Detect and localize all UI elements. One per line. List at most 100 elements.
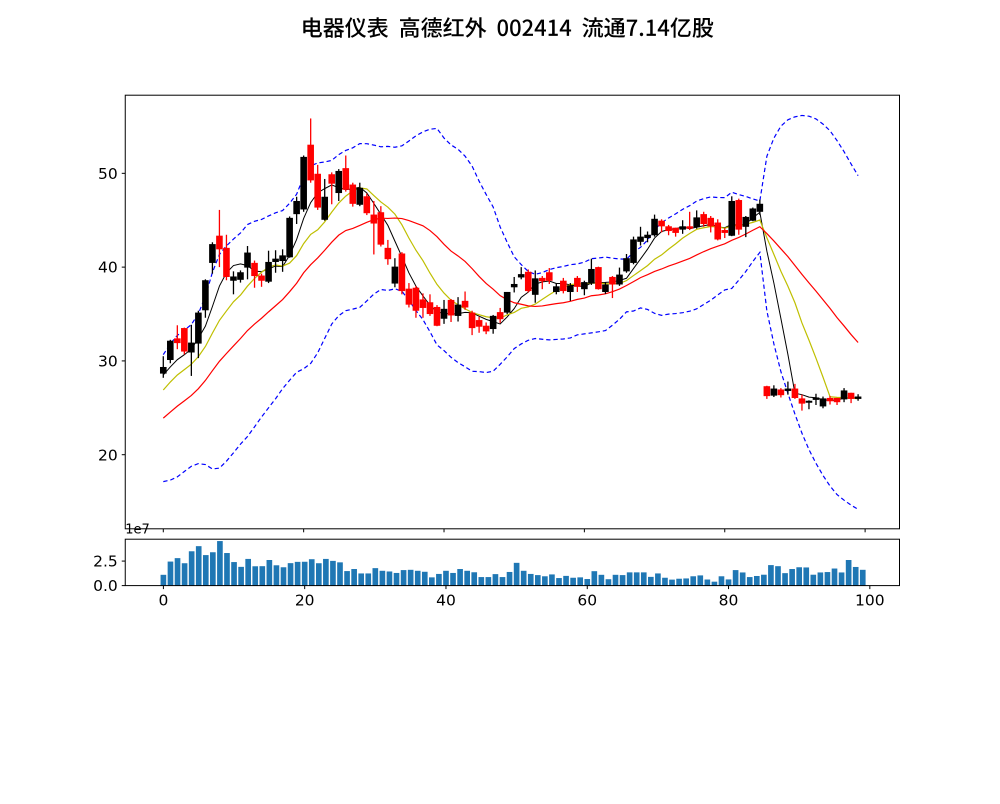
candle-33-up (391, 258, 399, 288)
candle-7-up (209, 242, 216, 274)
candle-20-up (300, 155, 307, 212)
candle-90-down (791, 383, 799, 399)
volume-bar-95 (831, 568, 838, 586)
volume-bar-71 (662, 577, 668, 586)
volume-axes-ticks: 0.0 2.5 1e7 0 20 40 60 80 100 (93, 523, 885, 610)
candle-22-down (314, 164, 321, 210)
volume-bar-81 (732, 570, 739, 586)
volume-bar-28 (358, 573, 365, 586)
candle-27-down (349, 182, 357, 207)
volume-bar-48 (499, 577, 506, 586)
volume-bar-64 (612, 574, 619, 586)
main-ytick-label: 30 (98, 352, 118, 370)
volume-bar-0 (160, 574, 167, 586)
volume-bar-5 (195, 546, 202, 586)
volume-bar-27 (351, 569, 357, 586)
vol-xtick-label: 60 (577, 592, 597, 610)
volume-bar-68 (640, 572, 647, 586)
candle-9-down (223, 234, 230, 281)
candle-30-down (370, 201, 378, 255)
volume-bar-2 (174, 558, 181, 586)
candle-29-down (363, 193, 371, 216)
volume-bar-88 (782, 573, 788, 586)
candle-91-down (798, 394, 806, 411)
candle-88-down (777, 388, 785, 398)
volume-bar-41 (450, 572, 456, 586)
candle-85-up (756, 199, 764, 216)
volume-bar-31 (379, 570, 386, 586)
candle-55-down (545, 268, 553, 284)
candle-32-down (384, 239, 392, 265)
volume-bar-53 (534, 575, 541, 586)
candle-89-up (784, 381, 792, 395)
candle-46-down (482, 322, 490, 335)
candle-75-down (686, 211, 693, 231)
candle-96-down (833, 397, 841, 405)
candle-79-down (714, 219, 722, 241)
volume-bar-1 (167, 561, 174, 586)
candle-70-up (651, 214, 658, 237)
candle-48-down (496, 307, 504, 323)
main-ytick-label: 50 (98, 165, 118, 183)
vol-xtick-label: 20 (295, 592, 315, 610)
candle-45-down (475, 316, 483, 333)
volume-axes-frame (124, 538, 900, 587)
ma10-line (162, 187, 859, 400)
vol-ytick-label: 0.0 (93, 577, 118, 595)
candle-39-down (433, 305, 441, 327)
candle-82-down (735, 198, 743, 235)
boll_lower-line (163, 250, 859, 510)
volume-panel: 0.0 2.5 1e7 0 20 40 60 80 100 (93, 523, 900, 610)
candle-99-up (854, 394, 862, 401)
candle-0-up (159, 356, 167, 378)
candle-98-down (847, 392, 855, 404)
candle-76-up (693, 210, 700, 229)
volume-bar-11 (238, 566, 244, 586)
volume-bar-12 (245, 558, 251, 586)
volume-bar-42 (457, 569, 463, 586)
candle-80-down (721, 228, 729, 239)
candle-74-up (679, 220, 686, 234)
volume-bar-21 (308, 559, 315, 586)
candle-86-down (763, 385, 771, 399)
candle-35-down (405, 283, 413, 308)
main-price-panel: 20 30 40 50 (98, 94, 900, 533)
candle-19-up (293, 196, 300, 224)
candle-81-up (728, 196, 736, 237)
volume-bar-54 (542, 576, 548, 586)
candle-69-up (644, 231, 651, 243)
vol-scale-label: 1e7 (125, 523, 150, 538)
candle-58-up (567, 283, 574, 301)
candle-25-up (335, 169, 343, 201)
volume-bar-72 (669, 579, 675, 586)
candle-1-up (167, 339, 174, 364)
volume-bar-47 (492, 574, 499, 586)
candle-56-up (553, 283, 560, 295)
volume-bar-79 (718, 576, 725, 586)
volume-bar-34 (400, 570, 407, 586)
volume-bar-92 (810, 574, 817, 586)
candle-57-down (560, 277, 567, 294)
volume-bar-84 (753, 575, 760, 586)
volume-bar-25 (337, 562, 343, 586)
volume-bar-16 (273, 565, 280, 586)
volume-bar-61 (591, 571, 598, 586)
volume-bar-51 (520, 570, 527, 586)
candle-10-up (230, 271, 237, 295)
main-ytick-label: 20 (98, 446, 118, 464)
chart-title-text: 电器仪表 高德红外 002414 流通7.14亿股 (298, 16, 716, 41)
candle-50-up (510, 276, 518, 293)
volume-bar-7 (210, 552, 216, 586)
main-axes-frame (124, 94, 900, 530)
main-ytick-label: 40 (98, 259, 118, 277)
volume-bar-83 (746, 577, 753, 586)
volume-bar-9 (224, 553, 230, 586)
volume-bar-78 (711, 581, 718, 586)
candle-63-up (602, 282, 609, 294)
candle-60-up (581, 280, 588, 296)
volume-bar-8 (217, 541, 223, 586)
vol-xtick-label: 40 (436, 592, 456, 610)
volume-bar-36 (414, 570, 421, 586)
volume-bar-91 (803, 567, 810, 586)
candle-17-up (279, 249, 286, 272)
